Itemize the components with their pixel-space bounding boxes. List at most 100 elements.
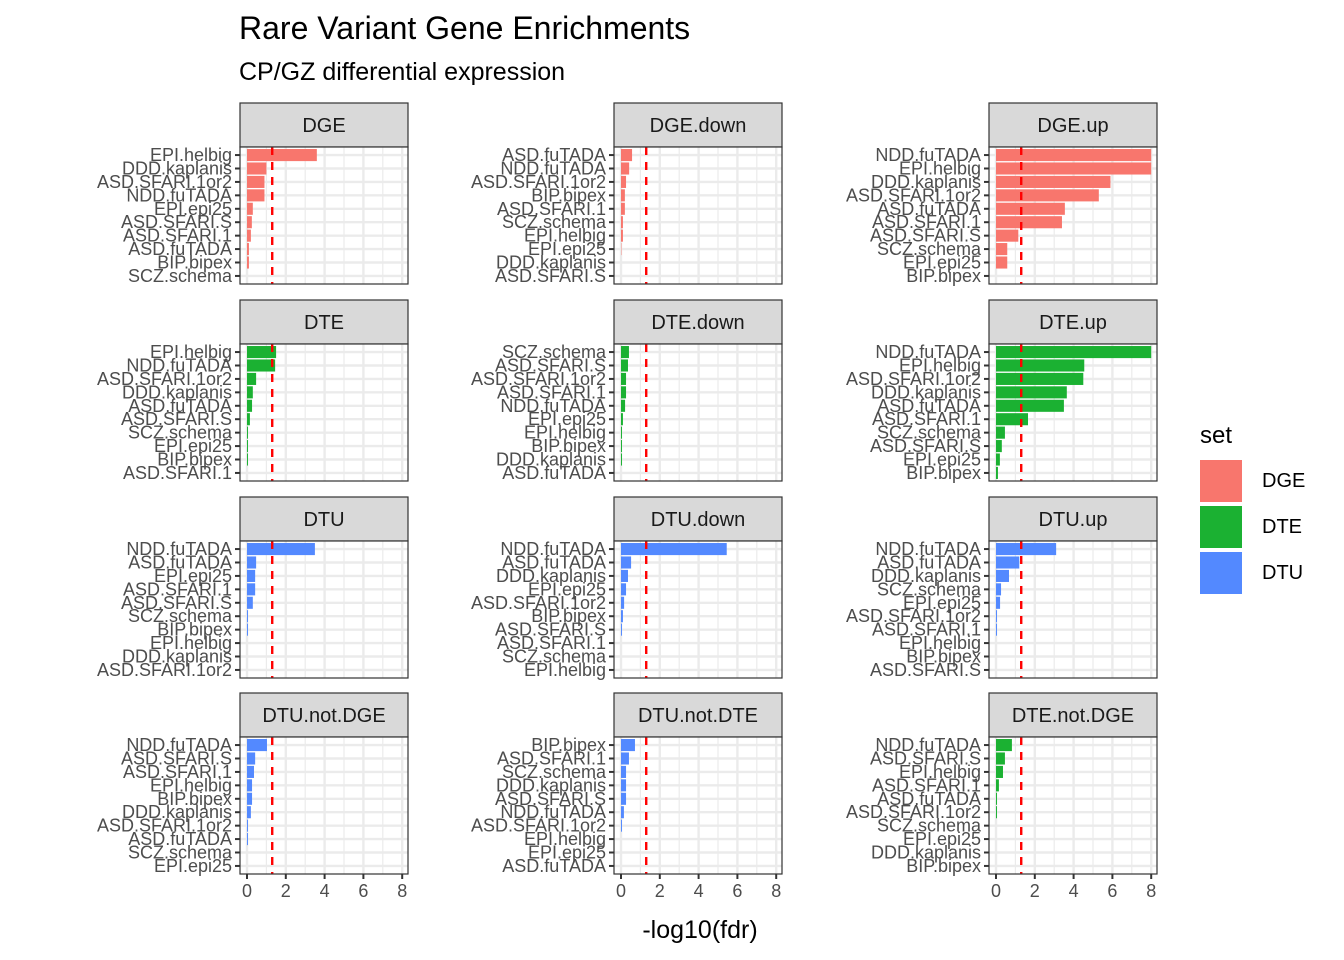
legend-item-dte: DTE — [1200, 504, 1305, 550]
bar — [247, 739, 267, 752]
bar — [621, 792, 627, 805]
y-tick-label: EPI.epi25 — [528, 239, 606, 259]
y-tick-label: BIP.bipex — [906, 266, 981, 286]
x-tick-label: 4 — [320, 881, 330, 901]
y-tick-label: SCZ.schema — [877, 423, 982, 443]
y-tick-label: DDD.kaplanis — [122, 158, 232, 178]
bar — [621, 556, 632, 569]
bar — [621, 596, 625, 609]
x-tick-label: 6 — [1107, 881, 1117, 901]
bar — [996, 466, 998, 479]
bar — [996, 583, 1002, 596]
bar — [247, 399, 253, 412]
y-tick-label: SCZ.schema — [502, 342, 607, 362]
bar — [621, 413, 623, 426]
y-tick-label: ASD.SFARI.1 — [872, 409, 981, 429]
y-tick-label: ASD.SFARI.1 — [872, 775, 981, 795]
x-tick-label: 4 — [1069, 881, 1079, 901]
y-tick-label: ASD.SFARI.S — [121, 212, 232, 232]
y-tick-label: BIP.bipex — [531, 185, 606, 205]
facet-panel: DTU.down NDD.fuTADAASD.fuTADADDD.kaplanis… — [471, 496, 783, 680]
bar — [247, 189, 265, 202]
facet-panel: DTE.not.DGE NDD.fuTADAASD.SFARI.SEPI.helb… — [846, 692, 1158, 901]
y-tick-label: NDD.fuTADA — [500, 158, 606, 178]
bar — [996, 610, 997, 623]
y-tick-label: EPI.helbig — [150, 145, 232, 165]
y-tick-label: NDD.fuTADA — [126, 735, 232, 755]
y-tick-label: EPI.epi25 — [154, 566, 232, 586]
y-tick-label: EPI.helbig — [150, 342, 232, 362]
bar — [996, 596, 1001, 609]
y-tick-label: ASD.SFARI.1 — [123, 762, 232, 782]
y-tick-label: EPI.epi25 — [903, 829, 981, 849]
y-tick-label: ASD.SFARI.1 — [497, 633, 606, 653]
panel-border — [239, 146, 409, 285]
y-tick-label: ASD.SFARI.1 — [123, 463, 232, 483]
bar — [621, 569, 628, 582]
facet-panel: DTE.down SCZ.schemaASD.SFARI.SASD.SFARI.1… — [471, 299, 783, 483]
bar — [247, 583, 256, 596]
legend-title: set — [1200, 422, 1233, 449]
chart-title: Rare Variant Gene Enrichments — [239, 10, 691, 46]
bar — [621, 779, 627, 792]
panel-border — [988, 540, 1158, 679]
y-tick-label: DDD.kaplanis — [871, 382, 981, 402]
y-tick-label: NDD.fuTADA — [500, 396, 606, 416]
bar — [247, 359, 276, 372]
facet-panel: DGE EPI.helbigDDD.kaplanisASD.SFARI.1or2N… — [97, 102, 409, 286]
y-tick-label: ASD.SFARI.1or2 — [97, 369, 232, 389]
bar — [621, 372, 627, 385]
bar — [996, 346, 1152, 359]
y-tick-label: DDD.kaplanis — [122, 647, 232, 667]
bar — [996, 189, 1099, 202]
legend-swatch-dtu — [1200, 552, 1242, 594]
y-tick-label: ASD.SFARI.S — [870, 226, 981, 246]
facet-strip-label: DTE.up — [1039, 312, 1107, 334]
y-tick-label: ASD.SFARI.S — [121, 748, 232, 768]
y-tick-label: ASD.fuTADA — [128, 552, 232, 572]
y-tick-label: EPI.helbig — [524, 423, 606, 443]
bar — [247, 346, 277, 359]
legend-label-dte: DTE — [1262, 515, 1302, 538]
y-tick-label: ASD.SFARI.S — [121, 409, 232, 429]
y-tick-label: DDD.kaplanis — [122, 802, 232, 822]
facet-strip-label: DGE.up — [1037, 115, 1108, 137]
panel-border — [613, 146, 783, 285]
y-tick-label: ASD.SFARI.1or2 — [846, 802, 981, 822]
bar — [621, 229, 623, 242]
y-tick-label: ASD.SFARI.1 — [872, 212, 981, 232]
bar — [996, 543, 1057, 556]
facet-strip — [239, 496, 409, 542]
y-tick-label: EPI.epi25 — [154, 436, 232, 456]
y-tick-label: NDD.fuTADA — [875, 145, 981, 165]
x-tick-label: 2 — [281, 881, 291, 901]
y-tick-label: ASD.fuTADA — [502, 552, 606, 572]
y-tick-label: ASD.SFARI.1or2 — [846, 369, 981, 389]
y-tick-label: ASD.SFARI.S — [495, 620, 606, 640]
y-tick-label: ASD.SFARI.S — [495, 355, 606, 375]
y-tick-label: EPI.helbig — [899, 633, 981, 653]
y-tick-label: ASD.fuTADA — [502, 145, 606, 165]
y-tick-label: DDD.kaplanis — [871, 843, 981, 863]
y-tick-label: SCZ.schema — [128, 423, 233, 443]
facet-strip-label: DTE.down — [651, 312, 744, 334]
bar — [621, 175, 627, 188]
y-tick-label: EPI.helbig — [899, 158, 981, 178]
bar — [621, 149, 633, 162]
bar — [996, 399, 1064, 412]
panel-border — [239, 540, 409, 679]
bar — [621, 453, 622, 466]
facet-strip-label: DGE — [302, 115, 345, 137]
y-tick-label: ASD.SFARI.S — [495, 789, 606, 809]
y-tick-label: ASD.SFARI.1or2 — [471, 369, 606, 389]
bar — [247, 596, 253, 609]
y-tick-label: NDD.fuTADA — [126, 185, 232, 205]
bar — [247, 149, 317, 162]
bar — [621, 359, 628, 372]
bar — [247, 216, 252, 229]
panel-border — [988, 146, 1158, 285]
bar — [996, 359, 1085, 372]
facet-panel: DGE.upNDD.fuTADAEPI.helbigDDD.kaplanisAS… — [846, 102, 1158, 286]
bar — [247, 175, 265, 188]
y-tick-label: BIP.bipex — [906, 647, 981, 667]
